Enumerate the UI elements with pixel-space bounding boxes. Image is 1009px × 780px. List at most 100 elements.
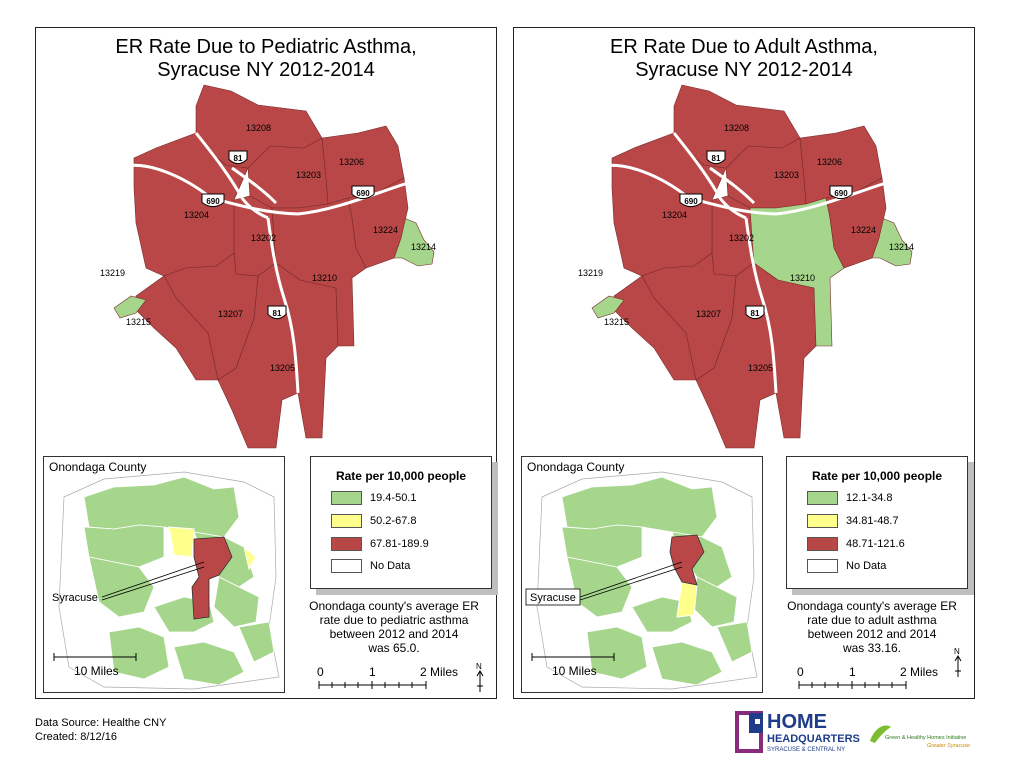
zip-label: 13204 bbox=[184, 210, 209, 220]
legend-label: No Data bbox=[370, 560, 411, 572]
legend-item-high: 67.81-189.9 bbox=[331, 536, 429, 552]
note-line: Onondaga county's average ER bbox=[787, 599, 957, 613]
interstate-shield-icon: 81 bbox=[267, 305, 287, 320]
logo-home-text: HOME bbox=[767, 711, 827, 733]
legend-item-nodata: No Data bbox=[807, 558, 886, 574]
county-map: Syracuse 10 Miles bbox=[52, 471, 280, 690]
callout-label: Syracuse bbox=[530, 592, 576, 604]
map-title: ER Rate Due to Pediatric Asthma, Syracus… bbox=[36, 36, 496, 82]
north-arrow-icon: N bbox=[476, 662, 484, 692]
data-source: Data Source: Healthe CNY bbox=[35, 717, 167, 729]
zip-label: 13207 bbox=[218, 309, 243, 319]
zip-label: 13206 bbox=[339, 157, 364, 167]
legend-label: 67.81-189.9 bbox=[370, 538, 429, 550]
legend-title: Rate per 10,000 people bbox=[811, 469, 943, 483]
legend: Rate per 10,000 people 19.4-50.1 50.2-67… bbox=[310, 456, 492, 589]
zip-label: 13203 bbox=[774, 170, 799, 180]
highway-number: 81 bbox=[751, 309, 760, 318]
zip-label: 13207 bbox=[696, 309, 721, 319]
title-line-1: ER Rate Due to Pediatric Asthma, bbox=[115, 36, 417, 58]
county-inset-map: Onondaga County Syracuse 10 Miles bbox=[43, 456, 285, 693]
scale-bar bbox=[318, 681, 427, 689]
svg-text:N: N bbox=[476, 662, 482, 671]
zip-area-13219 bbox=[591, 295, 625, 319]
county-zip-area bbox=[173, 641, 245, 686]
title-line-2: Syracuse NY 2012-2014 bbox=[635, 59, 853, 81]
zip-label: 13204 bbox=[662, 210, 687, 220]
highway-line bbox=[744, 217, 778, 394]
legend-swatch bbox=[331, 537, 362, 551]
map-title: ER Rate Due to Adult Asthma, Syracuse NY… bbox=[514, 36, 974, 82]
highway-line bbox=[672, 132, 747, 220]
home-headquarters-logo: HOME HEADQUARTERS SYRACUSE & CENTRAL NY … bbox=[735, 711, 970, 753]
logo-tagline: SYRACUSE & CENTRAL NY bbox=[767, 747, 845, 753]
legend-item-low: 19.4-50.1 bbox=[331, 490, 416, 506]
highway-number: 690 bbox=[684, 197, 698, 206]
zip-code-map: 13208 13203 13206 13204 13202 13224 13214 13219… bbox=[100, 84, 436, 449]
legend-item-mid: 34.81-48.7 bbox=[807, 513, 899, 529]
created-date: Created: 8/12/16 bbox=[35, 731, 117, 743]
zip-area-13215 bbox=[133, 275, 219, 381]
legend-title: Rate per 10,000 people bbox=[335, 469, 467, 483]
zip-label: 13224 bbox=[851, 225, 876, 235]
zip-code-map: 13208 13203 13206 13204 13202 13224 13214 13219… bbox=[578, 84, 914, 449]
zip-label: 13202 bbox=[729, 233, 754, 243]
highway-number: 690 bbox=[834, 189, 848, 198]
zip-label: 13206 bbox=[817, 157, 842, 167]
logo-headquarters-text: HEADQUARTERS bbox=[767, 733, 860, 745]
partner-name: Green & Healthy Homes Initiative bbox=[885, 735, 966, 741]
county-zip-area bbox=[651, 641, 723, 686]
zip-label: 13219 bbox=[578, 268, 603, 278]
legend-swatch bbox=[807, 491, 838, 505]
legend-label: 50.2-67.8 bbox=[370, 515, 417, 527]
zip-label: 13203 bbox=[296, 170, 321, 180]
zip-label: 13214 bbox=[889, 242, 914, 252]
legend-label: 34.81-48.7 bbox=[846, 515, 899, 527]
note-line: Onondaga county's average ER bbox=[309, 599, 479, 613]
note-line: was 33.16. bbox=[842, 641, 902, 655]
zip-label: 13210 bbox=[312, 273, 337, 283]
highway-number: 690 bbox=[356, 189, 370, 198]
legend: Rate per 10,000 people 12.1-34.8 34.81-4… bbox=[786, 456, 968, 589]
legend-swatch bbox=[807, 537, 838, 551]
syracuse-callout: Syracuse bbox=[52, 592, 98, 604]
county-zip-area bbox=[88, 556, 155, 618]
callout-line bbox=[101, 561, 205, 598]
callout-line bbox=[101, 566, 205, 601]
legend-swatch bbox=[331, 559, 362, 573]
scale-label-one: 1 bbox=[849, 665, 856, 679]
footer: Data Source: Healthe CNY Created: 8/12/1… bbox=[35, 716, 166, 744]
zip-label: 13208 bbox=[724, 123, 749, 133]
pediatric-map-panel: ER Rate Due to Pediatric Asthma, Syracus… bbox=[35, 27, 497, 699]
inset-title: Onondaga County bbox=[527, 460, 625, 474]
highway-line bbox=[194, 132, 269, 220]
zip-label: 13224 bbox=[373, 225, 398, 235]
syracuse-area bbox=[191, 536, 233, 620]
scale-label-zero: 0 bbox=[317, 665, 324, 679]
county-inset-map: Onondaga County Syracuse 10 Miles bbox=[521, 456, 763, 693]
note-line: rate due to pediatric asthma bbox=[319, 613, 469, 627]
syracuse-callout: Syracuse bbox=[525, 588, 581, 606]
zip-label: 13214 bbox=[411, 242, 436, 252]
county-zip-area bbox=[716, 621, 753, 663]
legend-label: No Data bbox=[846, 560, 887, 572]
highway-line bbox=[231, 166, 278, 205]
interstate-shield-icon: 81 bbox=[228, 150, 248, 165]
zip-label: 13208 bbox=[246, 123, 271, 133]
county-zip-area bbox=[631, 596, 693, 633]
legend-swatch bbox=[807, 514, 838, 528]
highway-number: 81 bbox=[712, 154, 721, 163]
highway-number: 81 bbox=[234, 154, 243, 163]
zip-label: 13210 bbox=[790, 273, 815, 283]
callout-line bbox=[579, 561, 683, 598]
scale-label-one: 1 bbox=[369, 665, 376, 679]
interstate-shield-icon: 690 bbox=[829, 185, 853, 200]
scale-label-zero: 0 bbox=[797, 665, 804, 679]
zip-label: 13215 bbox=[604, 317, 629, 327]
note-line: between 2012 and 2014 bbox=[329, 627, 459, 641]
interstate-shield-icon: 81 bbox=[706, 150, 726, 165]
county-zip-area-mid bbox=[243, 545, 257, 571]
county-map: Syracuse 10 Miles bbox=[525, 471, 758, 690]
north-arrow-icon: N bbox=[954, 647, 962, 677]
interstate-shield-icon: 690 bbox=[201, 193, 225, 208]
